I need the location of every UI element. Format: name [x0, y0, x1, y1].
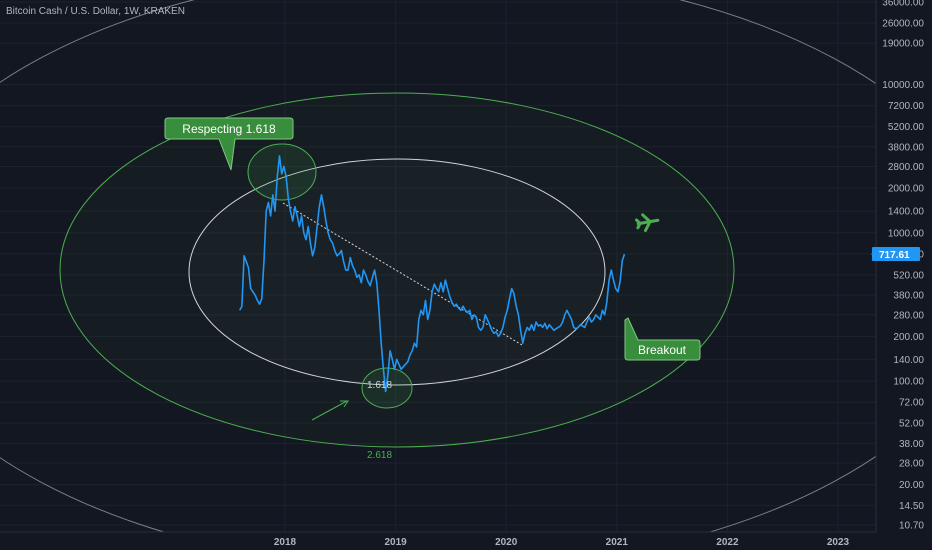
price-tick-label: 140.00 [893, 355, 924, 366]
price-tick-label: 200.00 [893, 332, 924, 343]
time-tick-label: 2018 [274, 537, 297, 548]
time-tick-label: 2023 [827, 537, 850, 548]
price-tick-label: 2000.00 [888, 184, 925, 195]
time-tick-label: 2020 [495, 537, 518, 548]
time-axis-ticks: 2018 2019 2020 2021 2022 2023 [274, 537, 850, 548]
fib-label-2618: 2.618 [367, 450, 392, 461]
price-tick-label: 38.00 [899, 439, 924, 450]
callout-breakout: Breakout [624, 317, 701, 361]
price-tick-label: 2800.00 [888, 162, 925, 173]
callout-breakout-text: Breakout [638, 343, 687, 357]
price-axis-panel[interactable] [876, 0, 932, 550]
callout-respecting-text: Respecting 1.618 [182, 122, 276, 136]
price-tick-label: 52.00 [899, 419, 924, 430]
price-tick-label: 26000.00 [882, 18, 924, 29]
price-tick-label: 520.00 [893, 270, 924, 281]
price-tick-label: 10.70 [899, 521, 924, 532]
fib-label-1618: 1.618 [367, 380, 392, 391]
price-tick-label: 14.50 [899, 501, 924, 512]
last-price-value: 717.61 [879, 250, 910, 261]
fib-ellipse-1618 [188, 158, 606, 386]
time-tick-label: 2022 [716, 537, 739, 548]
horizontal-gridlines [0, 1, 876, 526]
time-axis-panel[interactable] [0, 532, 876, 550]
time-tick-label: 2021 [606, 537, 629, 548]
price-tick-label: 7200.00 [888, 101, 925, 112]
price-tick-label: 20.00 [899, 480, 924, 491]
price-tick-label: 36000.00 [882, 0, 924, 9]
price-tick-label: 28.00 [899, 459, 924, 470]
callout-respecting: Respecting 1.618 [164, 117, 294, 171]
price-tick-label: 19000.00 [882, 39, 924, 50]
last-price-tag: 717.61 [871, 247, 920, 261]
price-tick-label: 1400.00 [888, 207, 925, 218]
price-tick-label: 10000.00 [882, 80, 924, 91]
bottom-highlight-circle [361, 367, 413, 409]
price-tick-label: 280.00 [893, 310, 924, 321]
fib-ellipse-2618 [59, 92, 735, 448]
price-tick-label: 380.00 [893, 291, 924, 302]
price-tick-label: 3800.00 [888, 142, 925, 153]
green-arrow [311, 400, 349, 421]
chart-title: Bitcoin Cash / U.S. Dollar, 1W, KRAKEN [6, 6, 185, 17]
price-tick-label: 72.00 [899, 398, 924, 409]
price-tick-label: 5200.00 [888, 122, 925, 133]
price-series-line [238, 155, 626, 393]
price-tick-label: 1000.00 [888, 228, 925, 239]
price-tick-label: 100.00 [893, 377, 924, 388]
time-tick-label: 2019 [384, 537, 407, 548]
airplane-icon [634, 213, 660, 233]
axis-corner [876, 532, 932, 550]
